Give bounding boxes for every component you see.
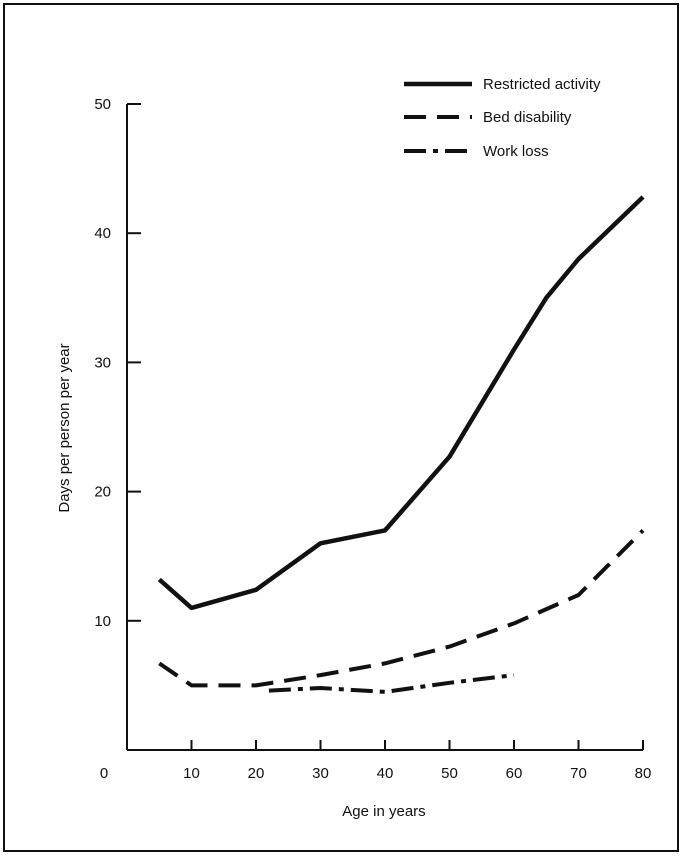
chart-frame bbox=[3, 3, 679, 852]
tick-labels: 10 20 30 40 50 0 10 20 30 40 50 60 70 80 bbox=[94, 96, 651, 782]
x-axis-label: Age in years bbox=[342, 803, 425, 820]
x-tick-label: 80 bbox=[635, 765, 652, 782]
series-lines bbox=[157, 195, 645, 694]
y-axis-label: Days per person per year bbox=[56, 343, 73, 512]
x-tick-label: 30 bbox=[312, 765, 329, 782]
x-tick-label: 20 bbox=[248, 765, 265, 782]
series-line-dashed bbox=[158, 528, 645, 688]
series-line-solid bbox=[157, 195, 645, 611]
y-tick-label: 10 bbox=[94, 613, 111, 630]
axes bbox=[126, 103, 644, 751]
x-tick-label: 50 bbox=[441, 765, 458, 782]
x-tick-label: 60 bbox=[506, 765, 523, 782]
x-tick-label: 10 bbox=[183, 765, 200, 782]
x-tick-label: 0 bbox=[100, 765, 108, 782]
y-tick-label: 50 bbox=[94, 96, 111, 113]
legend-label: Restricted activity bbox=[483, 76, 601, 93]
legend: Restricted activity Bed disability Work lo… bbox=[404, 76, 601, 160]
y-tick-label: 40 bbox=[94, 225, 111, 242]
legend-label: Work loss bbox=[483, 143, 549, 160]
legend-label: Bed disability bbox=[483, 109, 572, 126]
x-tick-label: 70 bbox=[570, 765, 587, 782]
x-tick-label: 40 bbox=[377, 765, 394, 782]
y-tick-label: 20 bbox=[94, 484, 111, 501]
y-tick-label: 30 bbox=[94, 354, 111, 371]
